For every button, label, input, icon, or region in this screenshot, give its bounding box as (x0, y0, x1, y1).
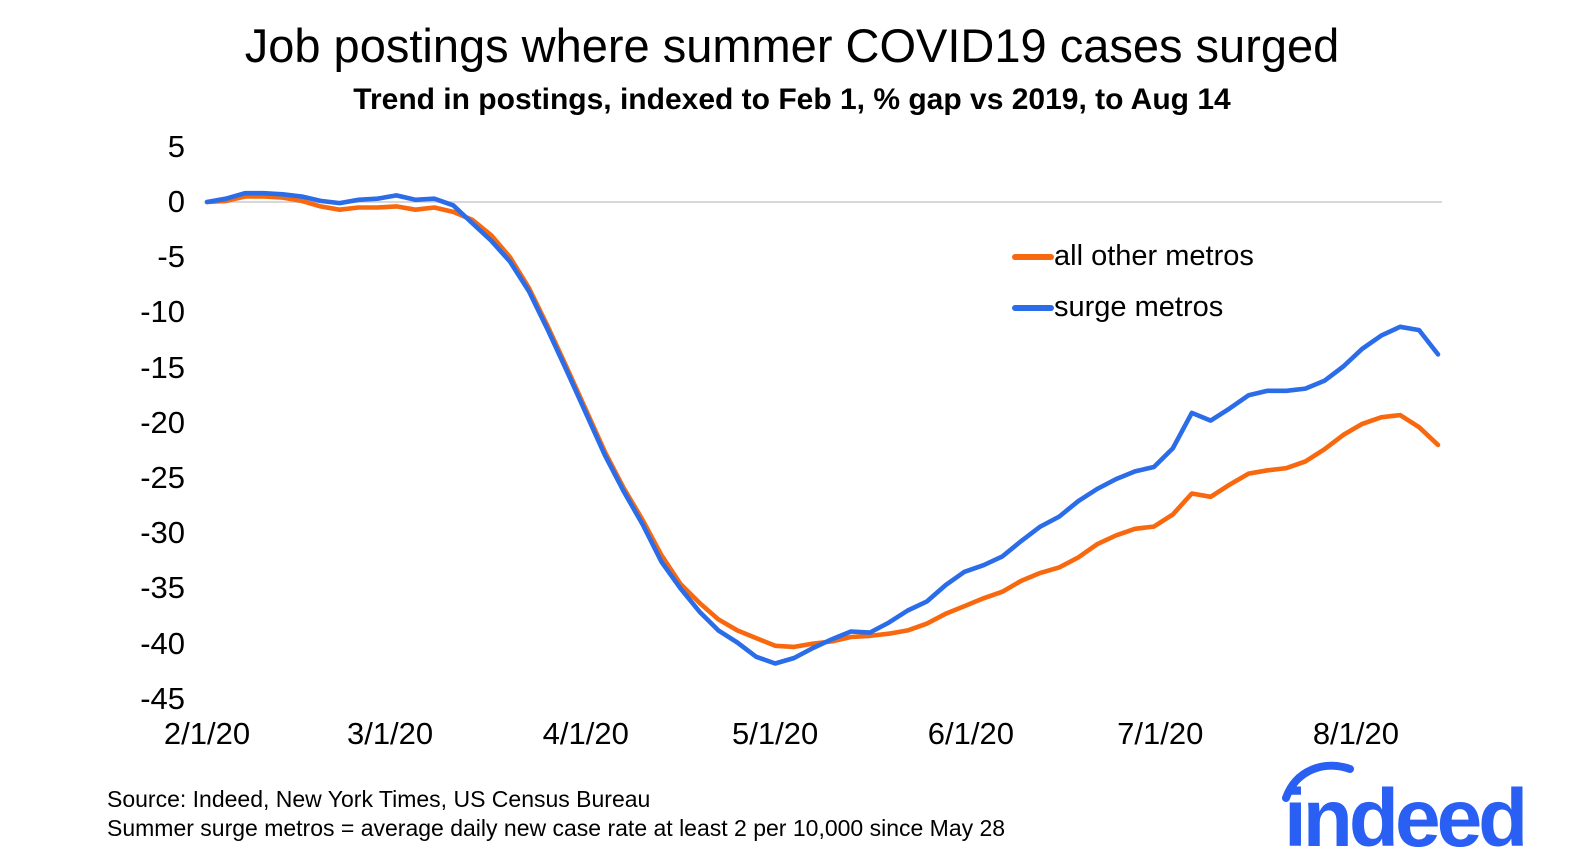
indeed-logo: indeed (1282, 761, 1528, 858)
legend-item-surge-metros: surge metros (1012, 282, 1254, 333)
x-axis-labels: 2/1/20 3/1/20 4/1/20 5/1/20 6/1/20 7/1/20 8/1/… (0, 716, 1584, 756)
y-tick-label: -45 (140, 680, 185, 716)
legend: all other metros surge metros (1012, 231, 1254, 333)
y-tick-label: -35 (140, 570, 185, 606)
x-tick-label: 8/1/20 (1312, 716, 1400, 751)
x-tick-label: 2/1/20 (163, 716, 251, 751)
y-tick-label: -20 (140, 404, 185, 440)
source-note: Source: Indeed, New York Times, US Censu… (107, 786, 651, 812)
y-tick-label: 0 (167, 184, 185, 219)
legend-item-all-other-metros: all other metros (1012, 231, 1254, 282)
x-tick-label: 6/1/20 (927, 716, 1014, 751)
indeed-logo-text: indeed (1284, 773, 1524, 858)
legend-swatch-orange (1012, 253, 1054, 260)
y-tick-label: -5 (157, 239, 185, 275)
y-tick-label: -25 (140, 460, 185, 495)
x-tick-label: 4/1/20 (542, 716, 629, 751)
series-line-surge-metros (204, 190, 1441, 666)
definition-note: Summer surge metros = average daily new … (107, 815, 1006, 841)
legend-label: surge metros (1054, 291, 1224, 323)
chart-title: Job postings where summer COVID19 cases … (244, 19, 1340, 72)
legend-label: all other metros (1054, 240, 1254, 272)
x-tick-label: 7/1/20 (1117, 716, 1204, 751)
x-tick-label: 5/1/20 (732, 716, 819, 751)
y-tick-label: -10 (140, 294, 185, 330)
y-tick-label: -40 (140, 625, 185, 661)
y-tick-label: 5 (167, 128, 185, 164)
y-tick-label: -30 (140, 515, 185, 551)
chart-subtitle: Trend in postings, indexed to Feb 1, % g… (353, 83, 1231, 116)
x-tick-label: 3/1/20 (346, 716, 434, 751)
y-tick-label: -15 (140, 349, 185, 385)
legend-swatch-blue (1012, 304, 1054, 311)
indeed-swoosh-icon (1282, 761, 1354, 802)
